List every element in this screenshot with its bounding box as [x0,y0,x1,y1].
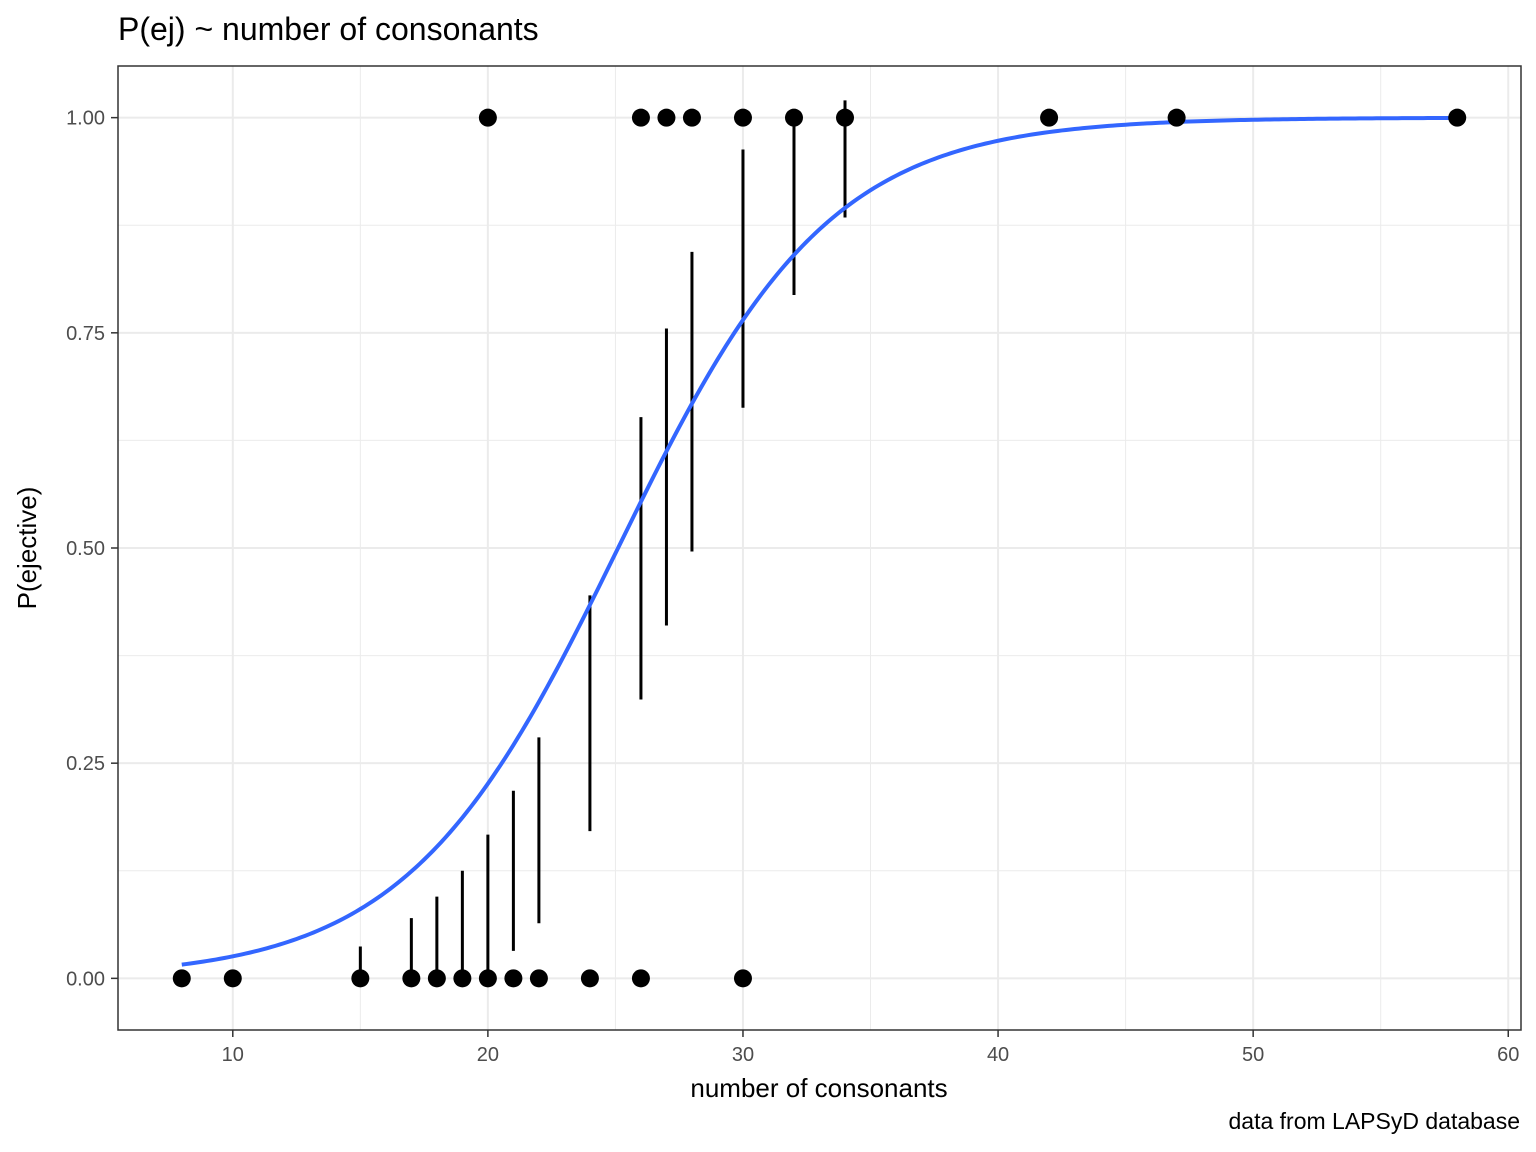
data-point [1167,108,1186,127]
y-tick-label: 0.00 [66,968,105,990]
x-tick-label: 40 [987,1044,1009,1066]
data-point [1040,108,1059,127]
chart-title: P(ej) ~ number of consonants [118,11,539,47]
y-tick-label: 0.25 [66,753,105,775]
x-tick-label: 10 [222,1044,244,1066]
data-point [351,969,370,988]
data-point [529,969,548,988]
x-axis-title: number of consonants [690,1073,947,1103]
major-gridlines [118,66,1521,1030]
x-axis-ticks: 10 20 30 40 50 60 [222,1030,1519,1066]
y-axis-title: P(ejective) [12,487,42,610]
chart-caption: data from LAPSyD database [1229,1108,1521,1134]
data-point [733,969,752,988]
x-tick-label: 20 [477,1044,499,1066]
data-point [1448,108,1467,127]
x-tick-label: 30 [732,1044,754,1066]
fit-line [181,115,1458,967]
data-point [682,108,701,127]
data-point [402,969,421,988]
data-point [427,969,446,988]
data-point [223,969,242,988]
data-point [657,108,676,127]
error-bars [358,100,847,979]
data-point [836,108,855,127]
y-tick-label: 0.75 [66,323,105,345]
data-point [478,108,497,127]
x-tick-label: 50 [1242,1044,1264,1066]
x-tick-label: 60 [1497,1044,1519,1066]
data-point [580,969,599,988]
data-point [784,108,803,127]
data-point [172,969,191,988]
y-tick-label: 1.00 [66,108,105,130]
data-point [453,969,472,988]
data-point [631,108,650,127]
data-point [478,969,497,988]
data-point [631,969,650,988]
y-tick-label: 0.50 [66,538,105,560]
data-points [172,108,1467,988]
data-point [733,108,752,127]
data-point [504,969,523,988]
y-axis-ticks: 0.00 0.25 0.50 0.75 1.00 [66,108,118,990]
